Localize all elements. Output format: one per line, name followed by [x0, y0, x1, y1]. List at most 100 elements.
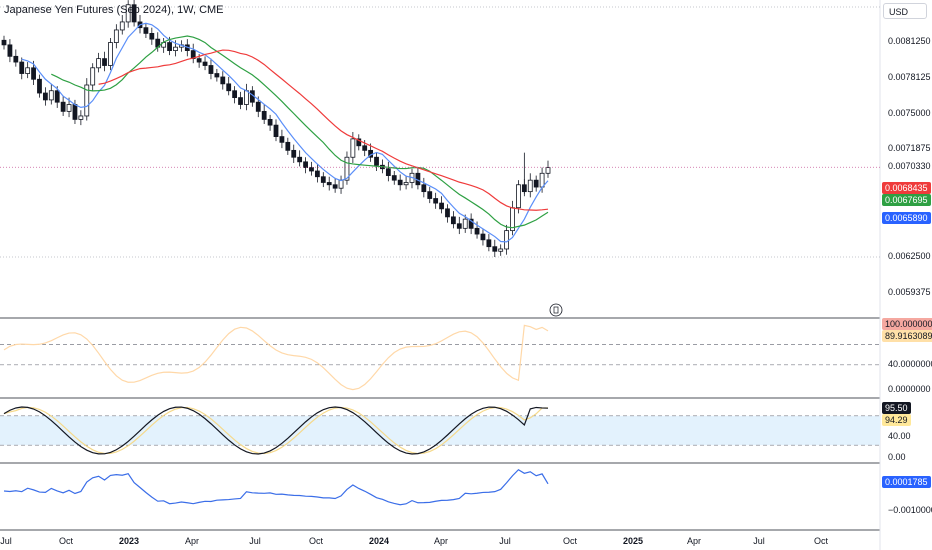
candle	[72, 104, 78, 120]
time-tick-label: 2025	[622, 536, 644, 546]
candle	[84, 84, 90, 117]
candle	[131, 4, 137, 23]
time-tick-label: Jul	[249, 536, 261, 546]
stoch-k-line	[3, 406, 549, 455]
candle	[385, 168, 391, 176]
candle	[119, 21, 125, 31]
time-tick-label: Jul	[499, 536, 511, 546]
candle	[66, 104, 72, 112]
candle	[480, 233, 486, 241]
candle	[320, 176, 326, 183]
candle	[54, 90, 60, 103]
ma-red-line	[98, 49, 549, 211]
candle	[267, 119, 273, 126]
candle	[468, 218, 474, 229]
time-tick-label: Oct	[58, 536, 74, 546]
candle	[285, 141, 291, 151]
price-tick-label: 0.0059375	[888, 287, 931, 297]
time-tick-label: Oct	[813, 536, 829, 546]
price-tick-label: 0.0071875	[888, 143, 931, 153]
candle	[25, 67, 31, 74]
candle	[350, 138, 356, 158]
candle	[492, 246, 498, 252]
candle	[1, 39, 7, 46]
candle	[545, 167, 551, 174]
candle	[238, 97, 243, 105]
ma-value-tag: 0.0065890	[882, 212, 931, 224]
stoch-tick-label: 0.00	[888, 452, 906, 462]
price-tick-label: 0.0075000	[888, 108, 931, 118]
candle	[13, 55, 19, 63]
candle	[31, 67, 36, 80]
rsi-max-label: 100.0000000	[882, 318, 932, 330]
candle	[326, 182, 332, 186]
candle	[113, 29, 119, 43]
candle	[60, 101, 66, 112]
candle	[397, 179, 403, 186]
candle	[427, 191, 433, 199]
candle	[291, 149, 297, 158]
candle	[167, 42, 172, 52]
candle	[498, 248, 504, 252]
candle	[208, 65, 214, 74]
candle	[433, 198, 439, 204]
rsi-line	[3, 324, 549, 391]
stoch-k-tag: 95.50	[882, 402, 911, 414]
time-tick-label: Apr	[184, 536, 200, 546]
ma-green-line	[51, 35, 549, 229]
candle	[504, 230, 510, 250]
candle	[279, 136, 285, 143]
candle	[273, 124, 279, 137]
rsi-tick-label: 40.0000000	[888, 358, 932, 369]
candle	[90, 67, 96, 86]
time-tick-label: Jul	[0, 536, 12, 546]
candle	[196, 58, 202, 63]
candle	[462, 218, 468, 229]
candle	[7, 44, 13, 57]
candle	[533, 179, 539, 188]
candle	[391, 175, 397, 181]
candle	[450, 216, 456, 225]
candle	[344, 156, 350, 181]
stoch-band	[0, 415, 880, 446]
candle	[374, 156, 379, 166]
osc-tick-label: −0.0010000	[888, 505, 932, 515]
candle	[456, 223, 462, 229]
candle	[202, 61, 208, 66]
indicator-settings-icon-glyph	[553, 306, 559, 314]
candle	[78, 115, 84, 120]
candle	[232, 90, 238, 99]
candle	[37, 78, 42, 94]
time-tick-label: 2024	[368, 536, 390, 546]
price-tick-label: 0.0078125	[888, 72, 931, 82]
stoch-d-tag: 94.29	[882, 414, 911, 426]
candle	[48, 90, 54, 101]
time-tick-label: Jul	[753, 536, 765, 546]
price-tick-label: 0.0081250	[888, 36, 931, 46]
candle	[439, 202, 444, 210]
rsi-tick-label: 0.0000000	[888, 384, 931, 394]
candle	[149, 33, 155, 40]
currency-button[interactable]: USD	[883, 3, 927, 19]
stoch-tick-label: 40.00	[888, 431, 911, 441]
candle	[332, 184, 338, 189]
indicator-settings-icon	[549, 303, 563, 317]
candle	[338, 179, 344, 189]
ma-value-tag: 0.0067695	[882, 194, 931, 206]
ma-blue-line	[21, 22, 549, 243]
candle	[226, 83, 232, 92]
candle	[303, 161, 308, 168]
candle	[362, 145, 368, 151]
candle	[516, 184, 521, 209]
candle	[255, 101, 261, 112]
candle	[314, 170, 320, 178]
candle	[220, 76, 226, 85]
candle	[474, 227, 480, 235]
candle	[214, 73, 220, 78]
candle	[309, 167, 314, 172]
candle	[102, 58, 107, 66]
candle	[297, 156, 303, 163]
time-tick-label: Oct	[308, 536, 324, 546]
stoch-d-line	[3, 406, 549, 455]
